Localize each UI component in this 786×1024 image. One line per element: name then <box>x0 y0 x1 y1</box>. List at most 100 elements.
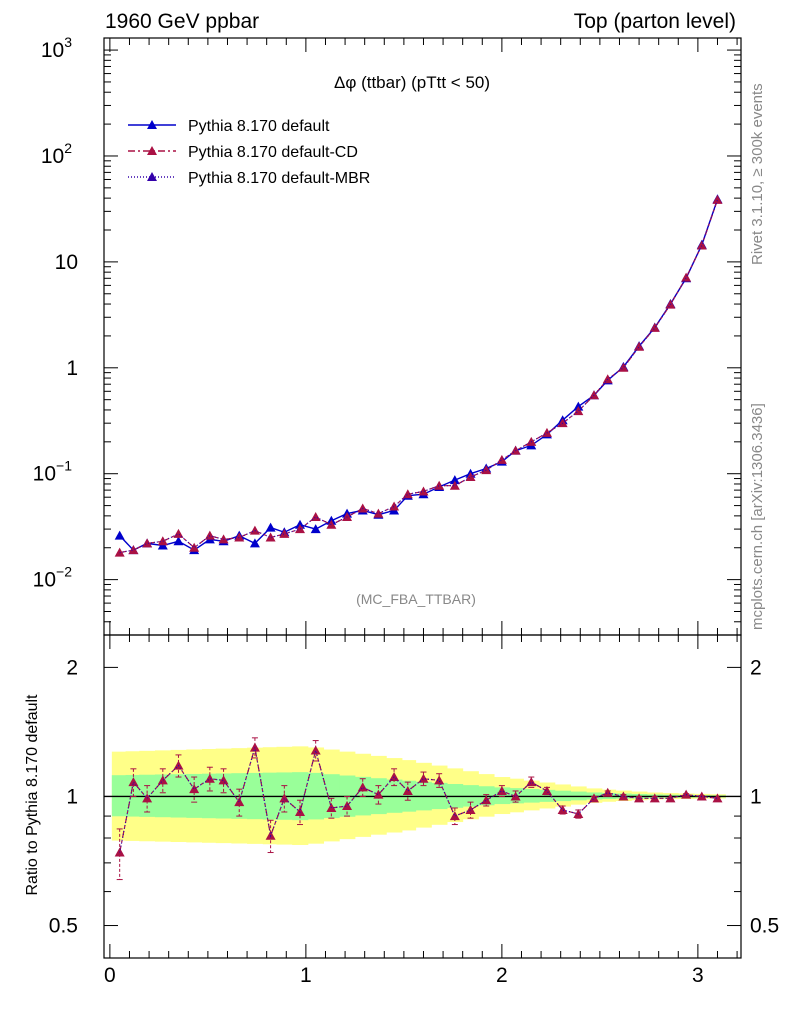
main-series-0 <box>114 194 723 555</box>
series-point <box>418 486 429 496</box>
ratio-point <box>618 791 629 801</box>
tick-base: 10 <box>41 39 64 62</box>
ratio-point <box>249 742 260 752</box>
series-point <box>389 501 400 511</box>
ratio-series-1 <box>119 747 718 853</box>
series-point <box>310 512 321 522</box>
main-series-2 <box>119 199 719 554</box>
tick-exponent: −1 <box>56 458 72 474</box>
series-point <box>402 489 413 499</box>
data-marks <box>104 194 741 881</box>
header-right: Top (parton level) <box>574 10 736 33</box>
legend-label: Pythia 8.170 default-MBR <box>188 170 370 187</box>
series-point <box>114 530 125 540</box>
series-point <box>573 406 584 416</box>
series-point <box>449 475 460 485</box>
tick-exponent: 2 <box>64 140 72 156</box>
ratio-point <box>128 777 139 787</box>
ratio-point <box>496 785 507 795</box>
ratio-point <box>649 793 660 803</box>
ratio-point <box>310 745 321 755</box>
legend-marker <box>147 120 157 129</box>
series-point <box>634 341 645 351</box>
rivet-label: Rivet 3.1.10, ≥ 300k events <box>749 83 766 265</box>
series-point <box>618 362 629 372</box>
ratio-band-bin <box>111 775 129 817</box>
ratio-point <box>557 804 568 814</box>
series-point <box>173 536 184 546</box>
series-point <box>649 322 660 332</box>
series-line <box>119 199 719 554</box>
legend-marker <box>147 146 157 155</box>
series-line <box>119 199 719 551</box>
ratio-tick-label-right: 1 <box>750 785 762 808</box>
ratio-point <box>665 793 676 803</box>
x-tick-label: 0 <box>104 964 116 987</box>
y-tick-label: 10−2 <box>33 564 73 592</box>
mcplots-label: mcplots.cern.ch [arXiv:1306.3436] <box>749 403 766 630</box>
ratio-tick-label: 2 <box>66 656 78 679</box>
series-point <box>373 508 384 518</box>
series-point <box>128 545 139 555</box>
ratio-point <box>418 773 429 783</box>
ratio-tick-label: 0.5 <box>49 915 78 938</box>
ratio-point <box>465 804 476 814</box>
ratio-point <box>402 785 413 795</box>
ratio-line <box>119 747 718 853</box>
legend: Pythia 8.170 default Pythia 8.170 default… <box>128 118 370 187</box>
ratio-tick-label-right: 2 <box>750 656 762 679</box>
legend-marker <box>147 172 157 181</box>
ratio-point <box>541 785 552 795</box>
main-series-1 <box>114 194 723 557</box>
tick-base: 1 <box>66 357 78 380</box>
x-tick-label: 2 <box>496 964 508 987</box>
series-point <box>681 272 692 282</box>
series-point <box>173 528 184 538</box>
tick-base: 10 <box>41 145 64 168</box>
ratio-point <box>589 793 599 803</box>
chart-title: Δφ (ttbar) (pTtt < 50) <box>334 73 490 92</box>
series-point <box>249 538 260 548</box>
x-tick-label: 3 <box>692 964 704 987</box>
ratio-point <box>373 789 384 799</box>
x-tick-label: 1 <box>300 964 312 987</box>
ratio-ylabel: Ratio to Pythia 8.170 default <box>24 694 41 896</box>
series-point <box>712 194 723 204</box>
tick-exponent: −2 <box>56 564 72 580</box>
series-point <box>310 524 321 534</box>
series-point <box>696 240 707 250</box>
ratio-point <box>481 795 492 805</box>
tick-exponent: 3 <box>64 34 72 50</box>
ratio-tick-label-right: 0.5 <box>750 915 779 938</box>
series-point <box>602 374 613 384</box>
ratio-point <box>510 791 521 801</box>
ratio-point <box>189 784 200 794</box>
series-point <box>234 532 245 542</box>
series-point <box>434 480 445 490</box>
ratio-point <box>218 775 229 785</box>
tick-base: 10 <box>55 251 78 274</box>
y-tick-label: 102 <box>41 140 72 168</box>
ratio-point <box>279 793 290 803</box>
series-point <box>142 538 153 548</box>
legend-label: Pythia 8.170 default-CD <box>188 144 358 161</box>
ratio-point <box>526 777 537 787</box>
analysis-watermark: (MC_FBA_TTBAR) <box>356 591 476 607</box>
tick-base: 10 <box>33 463 56 486</box>
ratio-point <box>434 775 445 785</box>
ratio-tick-label: 1 <box>66 785 78 808</box>
series-point <box>189 542 200 552</box>
series-point <box>496 454 507 464</box>
series-line <box>119 199 719 554</box>
y-tick-label: 103 <box>41 34 72 62</box>
series-point <box>449 480 460 490</box>
ratio-point <box>204 773 215 783</box>
y-tick-label: 10 <box>55 251 78 274</box>
y-tick-label: 10−1 <box>33 458 73 486</box>
ratio-point <box>342 801 353 811</box>
ratio-point <box>712 793 723 803</box>
tick-base: 10 <box>33 569 56 592</box>
series-point <box>465 472 476 482</box>
